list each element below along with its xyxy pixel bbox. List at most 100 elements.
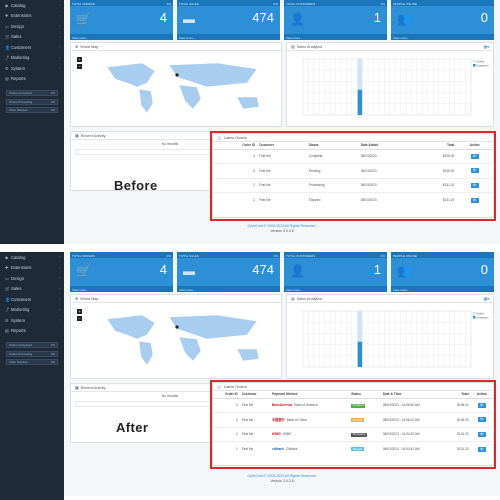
stat-tile: TOTAL SALES 0% ▬ 474 View more... [177, 0, 280, 40]
stat-tile: TOTAL SALES 0% ▬ 474 View more... [177, 252, 280, 292]
sidebar-item-design[interactable]: ▭ Design › [0, 273, 64, 284]
sidebar-item-catalog[interactable]: ◆ Catalog › [0, 252, 64, 263]
view-order-button[interactable]: 👁 [470, 182, 479, 188]
calendar-dropdown-icon[interactable]: ▦▾ [483, 297, 490, 301]
view-order-button[interactable]: 👁 [477, 431, 486, 437]
stat-tile: TOTAL CUSTOMERS 0% 👤 1 View more... [284, 252, 387, 292]
cell-customer: First Me [239, 441, 270, 456]
chart-plot-area [302, 58, 472, 116]
cell-date: 08/03/2023 [358, 148, 416, 164]
view-order-button[interactable]: 👁 [477, 417, 486, 423]
before-screenshot: ◆ Catalog › ✚ Extensions › ▭ Design › 🛒 Sales › 👤 Cus… [0, 0, 500, 244]
tile-view-more-link[interactable]: View more... [284, 34, 387, 40]
cell-customer: First Me [257, 163, 307, 178]
footer-copyright[interactable]: OpenCart © 2009-2023 All Rights Reserved… [247, 474, 317, 478]
cell-payment-method: BankAmerica Bank of America [269, 397, 350, 413]
table-row: 1 First Me citibank Citibank Shipped 08/03/20… [213, 441, 493, 456]
cell-status: Complete [306, 148, 359, 164]
tag-icon: ◆ [5, 2, 9, 8]
column-header: Action [470, 391, 493, 399]
sidebar-item-design[interactable]: ▭ Design › [0, 21, 64, 32]
sidebar-item-customers[interactable]: 👤 Customers › [0, 294, 64, 305]
progress-label: Orders Processing [9, 99, 33, 104]
sidebar-progress: Orders Completed 0% Orders Processing 0% Oth… [6, 90, 58, 113]
sidebar-item-system[interactable]: ⚙ System › [0, 63, 64, 74]
sidebar-item-label: Marketing [11, 55, 30, 61]
sidebar-item-marketing[interactable]: ⤴ Marketing › [0, 53, 64, 64]
payment-method: BankAmerica Bank of America [272, 403, 347, 407]
tile-value: 474 [252, 262, 274, 277]
tile-header: TOTAL ORDERS 0% [70, 0, 173, 6]
tile-value: 474 [252, 10, 274, 25]
tile-view-more-link[interactable]: View more... [177, 34, 280, 40]
chevron-right-icon: › [58, 13, 60, 18]
tile-value: 0 [480, 10, 488, 25]
chevron-right-icon: › [58, 255, 60, 260]
payment-method-name: HSBC [283, 432, 292, 437]
tile-view-more-link[interactable]: View more... [177, 286, 280, 292]
tile-view-more-link[interactable]: View more... [284, 286, 387, 292]
customers-bar [357, 341, 363, 367]
progress-value: 0% [50, 91, 55, 95]
map-zoom-out-button[interactable]: − [77, 316, 82, 321]
tile-view-more-link[interactable]: View more... [70, 34, 173, 40]
orders-bar [357, 311, 363, 367]
sidebar: ◆ Catalog › ✚ Extensions › ▭ Design › 🛒 Sales › 👤 Cus… [0, 0, 64, 244]
monitor-icon: ▭ [5, 23, 9, 29]
tile-view-more-link[interactable]: View more... [391, 34, 494, 40]
tile-title: PEOPLE ONLINE [393, 1, 418, 6]
user-icon: 👤 [5, 44, 10, 50]
sidebar-item-marketing[interactable]: ⤴ Marketing › [0, 305, 64, 316]
progress-label: Orders Completed [9, 343, 32, 347]
tile-percent: 0% [273, 1, 278, 6]
progress-label: Other Statuses [9, 360, 28, 364]
payment-method-name: Bank of America [294, 403, 318, 408]
sidebar-item-extensions[interactable]: ✚ Extensions › [0, 11, 64, 22]
map-zoom-in-button[interactable]: + [77, 309, 82, 314]
cell-id: 1 [213, 441, 240, 456]
users-icon: 👥 [397, 12, 412, 26]
view-order-button[interactable]: 👁 [470, 197, 479, 203]
cell-id: 4 [213, 397, 240, 413]
view-order-button[interactable]: 👁 [477, 446, 486, 452]
sidebar-item-label: Design [11, 275, 25, 281]
sidebar-item-label: Reports [11, 76, 26, 82]
calendar-dropdown-icon[interactable]: ▦▾ [483, 45, 490, 49]
cell-payment-method: HSBC HSBC [269, 426, 350, 442]
latest-orders-title: Latest Orders [223, 384, 247, 389]
chart-icon: ▤ [5, 328, 9, 334]
column-header: Total [415, 142, 457, 150]
sidebar-item-reports[interactable]: ▤ Reports [0, 74, 64, 85]
view-order-button[interactable]: 👁 [470, 153, 479, 159]
cell-date: 08/03/2023 [358, 163, 416, 178]
sidebar-item-reports[interactable]: ▤ Reports [0, 326, 64, 337]
continent-shape [138, 340, 154, 366]
table-row: 4 First Me BankAmerica Bank of America Compl… [213, 397, 493, 413]
cell-date: 08/03/2023 - 04:53:42 AM [380, 441, 446, 456]
tile-view-more-link[interactable]: View more... [70, 286, 173, 292]
map-zoom-in-button[interactable]: + [77, 57, 82, 62]
progress-value: 0% [50, 108, 55, 112]
bank-logo: BankAmerica [271, 403, 293, 408]
footer-copyright[interactable]: OpenCart © 2009-2023 All Rights Reserved… [247, 224, 317, 228]
map-zoom-out-button[interactable]: − [77, 64, 82, 69]
stat-tiles: TOTAL ORDERS 0% 🛒 4 View more... TOTAL SALES 0… [70, 252, 494, 292]
tile-title: TOTAL ORDERS [72, 1, 95, 6]
sidebar-progress: Orders Completed 0% Orders Processing 0% Oth… [6, 342, 58, 365]
page-footer: OpenCart © 2009-2023 All Rights Reserved… [64, 474, 500, 483]
table-row: 4 First Me Complete 08/03/2023 $106.00 👁 [213, 148, 493, 164]
sidebar-item-sales[interactable]: 🛒 Sales › [0, 32, 64, 43]
sidebar-item-sales[interactable]: 🛒 Sales › [0, 284, 64, 295]
continent-shape [168, 62, 258, 88]
view-order-button[interactable]: 👁 [470, 168, 479, 174]
view-order-button[interactable]: 👁 [477, 402, 486, 408]
sidebar-item-system[interactable]: ⚙ System › [0, 315, 64, 326]
tile-view-more-link[interactable]: View more... [391, 286, 494, 292]
sidebar-item-label: Reports [11, 328, 26, 334]
sales-analytics-panel: ▤ Sales Analytics ▦▾ Orders Customers [286, 42, 494, 127]
after-screenshot: ◆ Catalog › ✚ Extensions › ▭ Design › 🛒 Sales › 👤 Cus… [0, 252, 500, 500]
sidebar-item-extensions[interactable]: ✚ Extensions › [0, 263, 64, 274]
recent-activity-empty: No results! [161, 142, 179, 146]
sidebar-item-customers[interactable]: 👤 Customers › [0, 42, 64, 53]
sidebar-item-catalog[interactable]: ◆ Catalog › [0, 0, 64, 11]
